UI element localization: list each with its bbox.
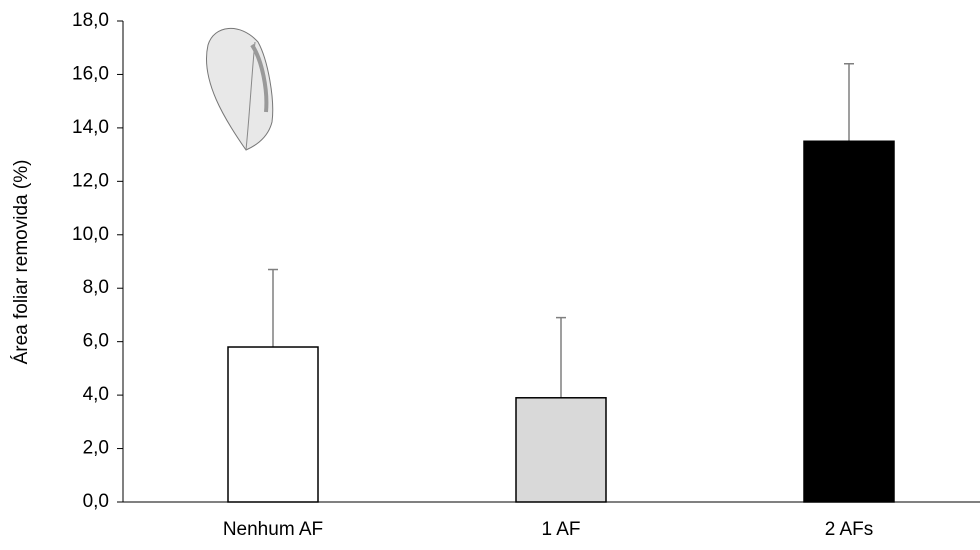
x-tick-label: Nenhum AF (223, 519, 323, 540)
y-tick-label: 14,0 (72, 117, 109, 138)
y-tick-label: 4,0 (83, 384, 109, 405)
x-tick-label: 2 AFs (825, 519, 874, 540)
y-tick-label: 2,0 (83, 438, 109, 459)
bar (803, 140, 895, 503)
y-tick-label: 16,0 (72, 63, 109, 84)
bar (515, 397, 607, 503)
y-tick-label: 6,0 (83, 331, 109, 352)
y-tick-label: 12,0 (72, 170, 109, 191)
x-tick-label: 1 AF (541, 519, 580, 540)
y-axis-label: Área foliar removida (%) (11, 160, 32, 365)
bar (227, 346, 319, 503)
y-tick-label: 8,0 (83, 277, 109, 298)
y-tick-label: 10,0 (72, 224, 109, 245)
y-tick-label: 0,0 (83, 491, 109, 512)
leaf-icon (206, 27, 274, 151)
y-tick-label: 18,0 (72, 10, 109, 31)
